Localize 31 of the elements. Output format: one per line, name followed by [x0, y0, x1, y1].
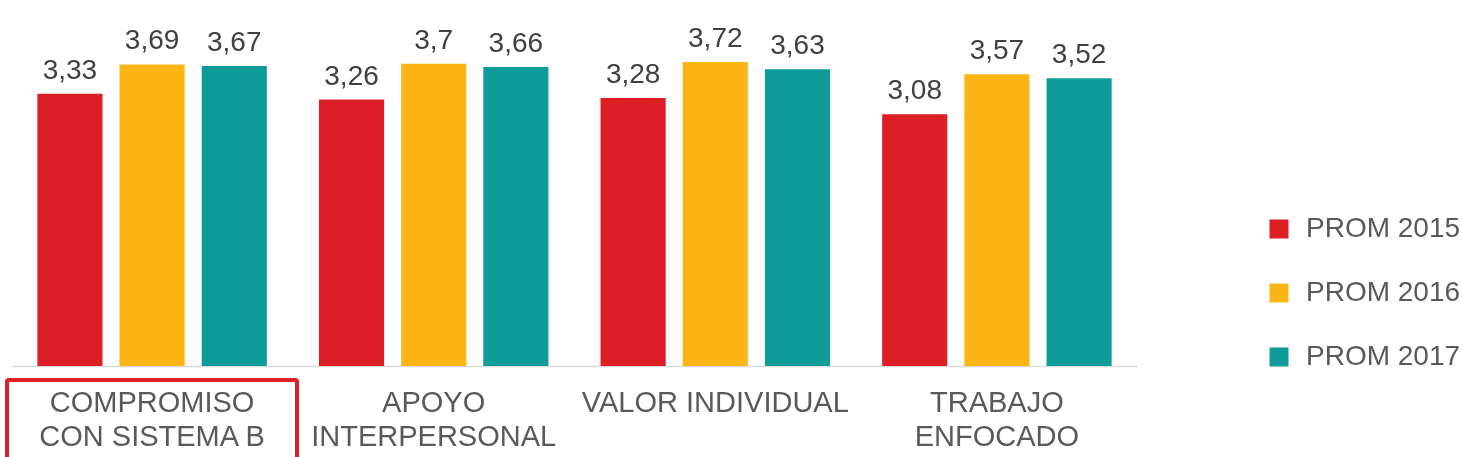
x-tick-label: TRABAJO ENFOCADO — [914, 385, 1080, 452]
data-label: 3,08 — [887, 74, 942, 106]
bar — [764, 69, 831, 366]
data-label: 3,63 — [770, 29, 825, 61]
bar — [318, 99, 385, 366]
bar — [682, 62, 748, 366]
bar — [600, 97, 666, 366]
bar — [201, 66, 267, 366]
bar — [483, 66, 549, 366]
data-label: 3,7 — [414, 23, 454, 55]
data-label: 3,33 — [42, 53, 98, 85]
x-tick-label: COMPROMISO CON SISTEMA B — [39, 385, 265, 452]
legend-label: PROM 2016 — [1306, 276, 1461, 307]
data-label: 3,28 — [605, 57, 661, 89]
data-label: 3,67 — [207, 26, 262, 58]
data-label: 3,57 — [969, 34, 1025, 66]
data-label: 3,72 — [688, 22, 743, 53]
bar — [882, 114, 948, 366]
legend-label: PROM 2015 — [1306, 212, 1461, 243]
bar — [119, 64, 185, 366]
bar — [401, 63, 467, 366]
bar — [964, 74, 1030, 366]
data-label: 3,26 — [324, 59, 379, 91]
data-label: 3,69 — [124, 24, 180, 56]
legend-label: PROM 2017 — [1306, 340, 1461, 371]
bar — [1046, 78, 1112, 366]
x-tick-label: VALOR INDIVIDUAL — [581, 385, 849, 418]
data-label: 3,66 — [488, 26, 544, 58]
x-tick-label: APOYO INTERPERSONAL — [311, 385, 557, 452]
bar — [37, 93, 103, 366]
data-label: 3,52 — [1051, 38, 1107, 70]
